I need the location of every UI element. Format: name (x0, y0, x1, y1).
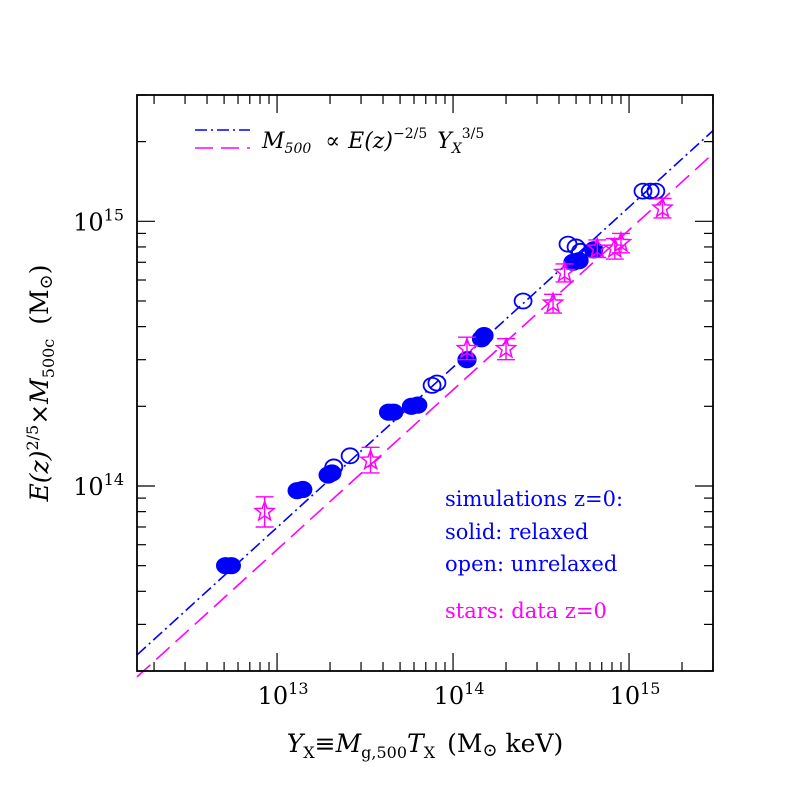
unrelaxed-point (513, 292, 533, 310)
star-marker (253, 499, 277, 522)
star-marker (455, 336, 479, 359)
data-star-point (494, 336, 518, 361)
star-marker (541, 291, 565, 314)
unrelaxed-point (633, 182, 653, 200)
x-tick-labels: 1013 1014 1015 (258, 679, 661, 710)
relaxed-point (293, 480, 313, 499)
unrelaxed-point (640, 182, 660, 200)
fit-lines (136, 130, 714, 678)
axis-ticks (137, 94, 714, 672)
relaxed-point (474, 326, 494, 345)
data-star-point (455, 336, 479, 361)
plot-frame (136, 94, 714, 672)
unrelaxed-point (566, 238, 586, 256)
data-star-point (552, 260, 577, 283)
data-star-point (585, 236, 609, 259)
star-marker (494, 336, 518, 359)
data-star-point (541, 291, 565, 314)
data-star-point (253, 496, 277, 528)
annotation-simulations: simulations z=0: (445, 487, 623, 511)
star-marker (650, 196, 675, 219)
unrelaxed-point (340, 447, 360, 465)
y-tick-label: 1014 (73, 470, 124, 501)
annotation-stars: stars: data z=0 (445, 599, 607, 623)
y-tick-label: 1015 (73, 205, 124, 236)
annotation-open: open: unrelaxed (445, 552, 617, 576)
unrelaxed-point (571, 242, 590, 260)
data-star-point (609, 230, 633, 254)
relaxed-point (322, 464, 342, 482)
x-tick-label: 1015 (610, 679, 661, 710)
annotations: simulations z=0: solid: relaxed open: un… (445, 487, 623, 623)
relaxed-point (221, 557, 241, 575)
fit-line (136, 153, 714, 678)
relaxed-point (408, 396, 428, 414)
annotation-solid: solid: relaxed (445, 520, 588, 544)
data-star-point (359, 446, 383, 474)
y-axis-label: E(z)2/5×M500c(M⊙) (23, 265, 58, 503)
legend-fit-label: M500 ∝ E(z)−2/5 YX3/5 (261, 126, 484, 157)
unrelaxed-point (427, 374, 447, 392)
data-star-point (650, 196, 675, 219)
star-marker (552, 260, 577, 283)
star-marker (609, 230, 633, 253)
x-tick-label: 1013 (258, 679, 309, 710)
x-axis-label: YX≡Mg,500TX (M⊙ keV) (287, 729, 564, 762)
legend: M500 ∝ E(z)−2/5 YX3/5 (195, 126, 484, 157)
x-tick-label: 1014 (434, 679, 485, 710)
star-marker (359, 448, 383, 471)
y-tick-labels: 1014 1015 (73, 205, 124, 501)
unrelaxed-point (324, 458, 344, 476)
markers (215, 182, 675, 575)
relaxed-point (384, 403, 404, 421)
fit-line (136, 130, 714, 656)
